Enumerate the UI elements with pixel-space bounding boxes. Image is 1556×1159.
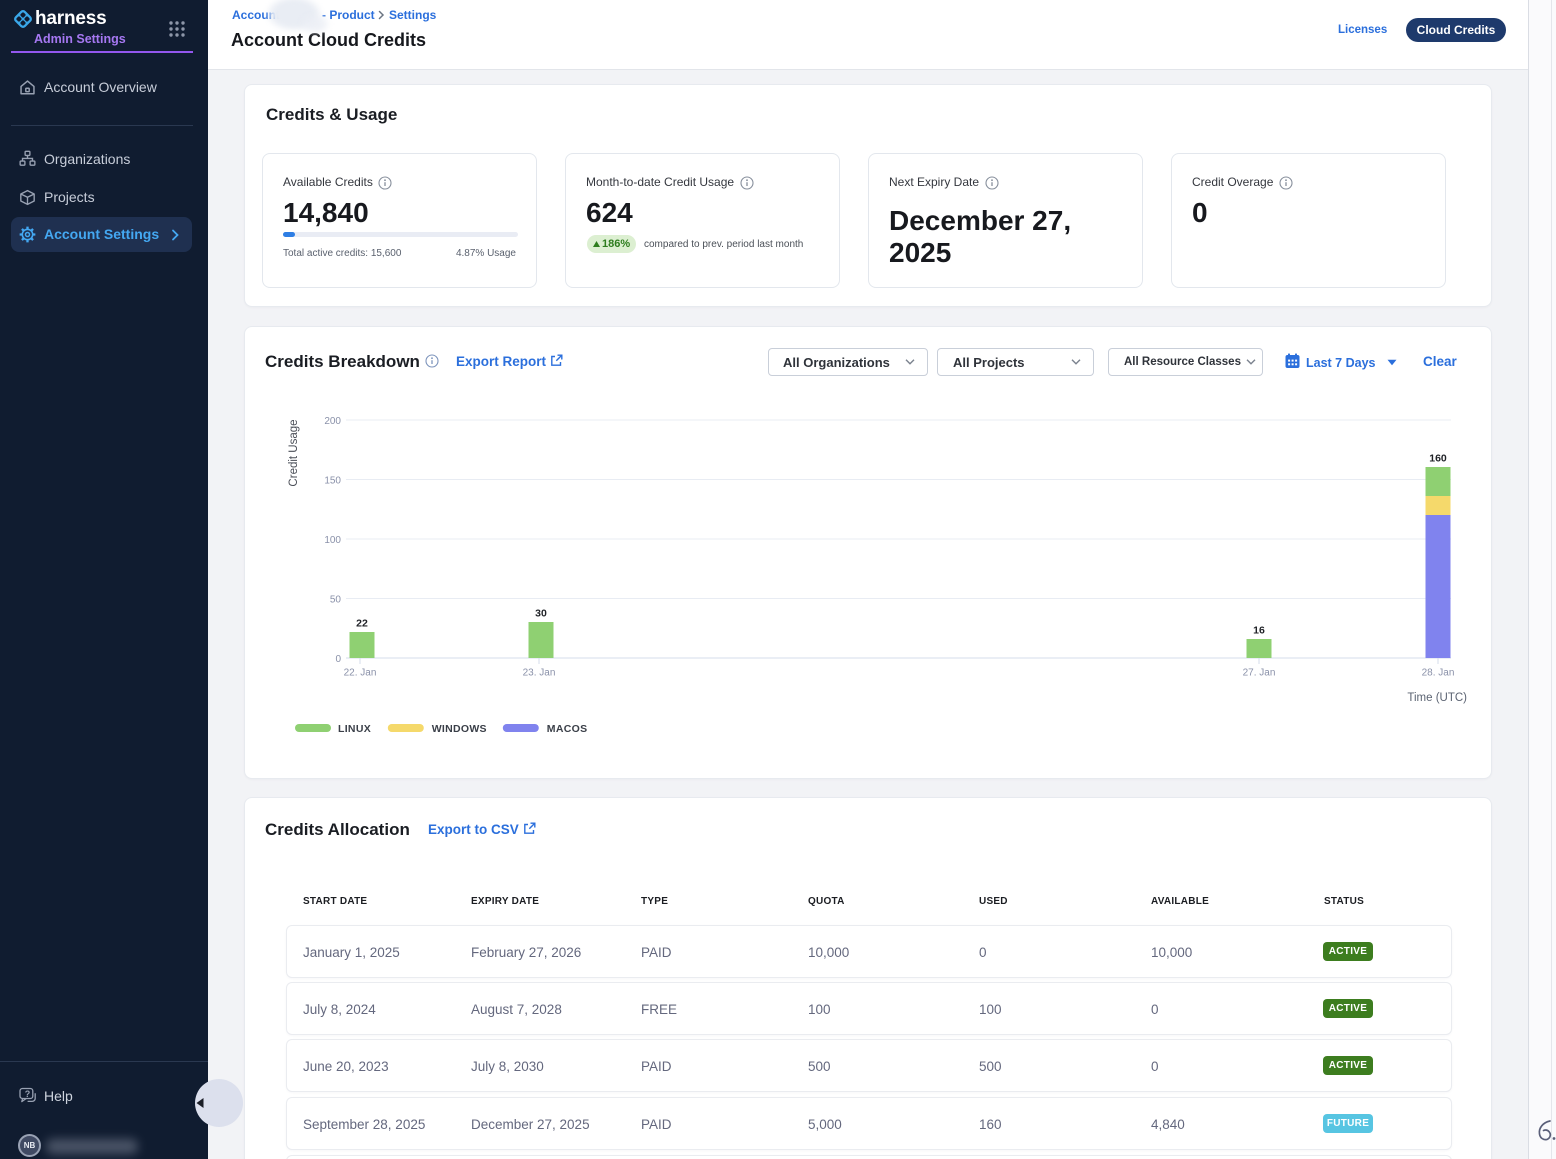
svg-text:WINDOWS: WINDOWS: [432, 723, 487, 735]
svg-text:23. Jan: 23. Jan: [523, 668, 556, 679]
svg-text:28. Jan: 28. Jan: [1422, 668, 1455, 679]
svg-text:27. Jan: 27. Jan: [1243, 668, 1276, 679]
svg-text:22: 22: [356, 618, 368, 630]
svg-text:LINUX: LINUX: [338, 723, 371, 735]
svg-text:200: 200: [324, 416, 341, 427]
svg-text:50: 50: [330, 595, 342, 606]
svg-text:0: 0: [335, 654, 341, 665]
svg-text:Credit Usage: Credit Usage: [288, 419, 300, 486]
svg-text:30: 30: [535, 608, 547, 620]
svg-text:16: 16: [1253, 625, 1265, 637]
svg-text:100: 100: [324, 535, 341, 546]
svg-text:MACOS: MACOS: [547, 723, 588, 735]
svg-text:160: 160: [1429, 453, 1447, 465]
svg-text:Time (UTC): Time (UTC): [1407, 692, 1467, 704]
svg-text:22. Jan: 22. Jan: [344, 668, 377, 679]
svg-text:150: 150: [324, 476, 341, 487]
